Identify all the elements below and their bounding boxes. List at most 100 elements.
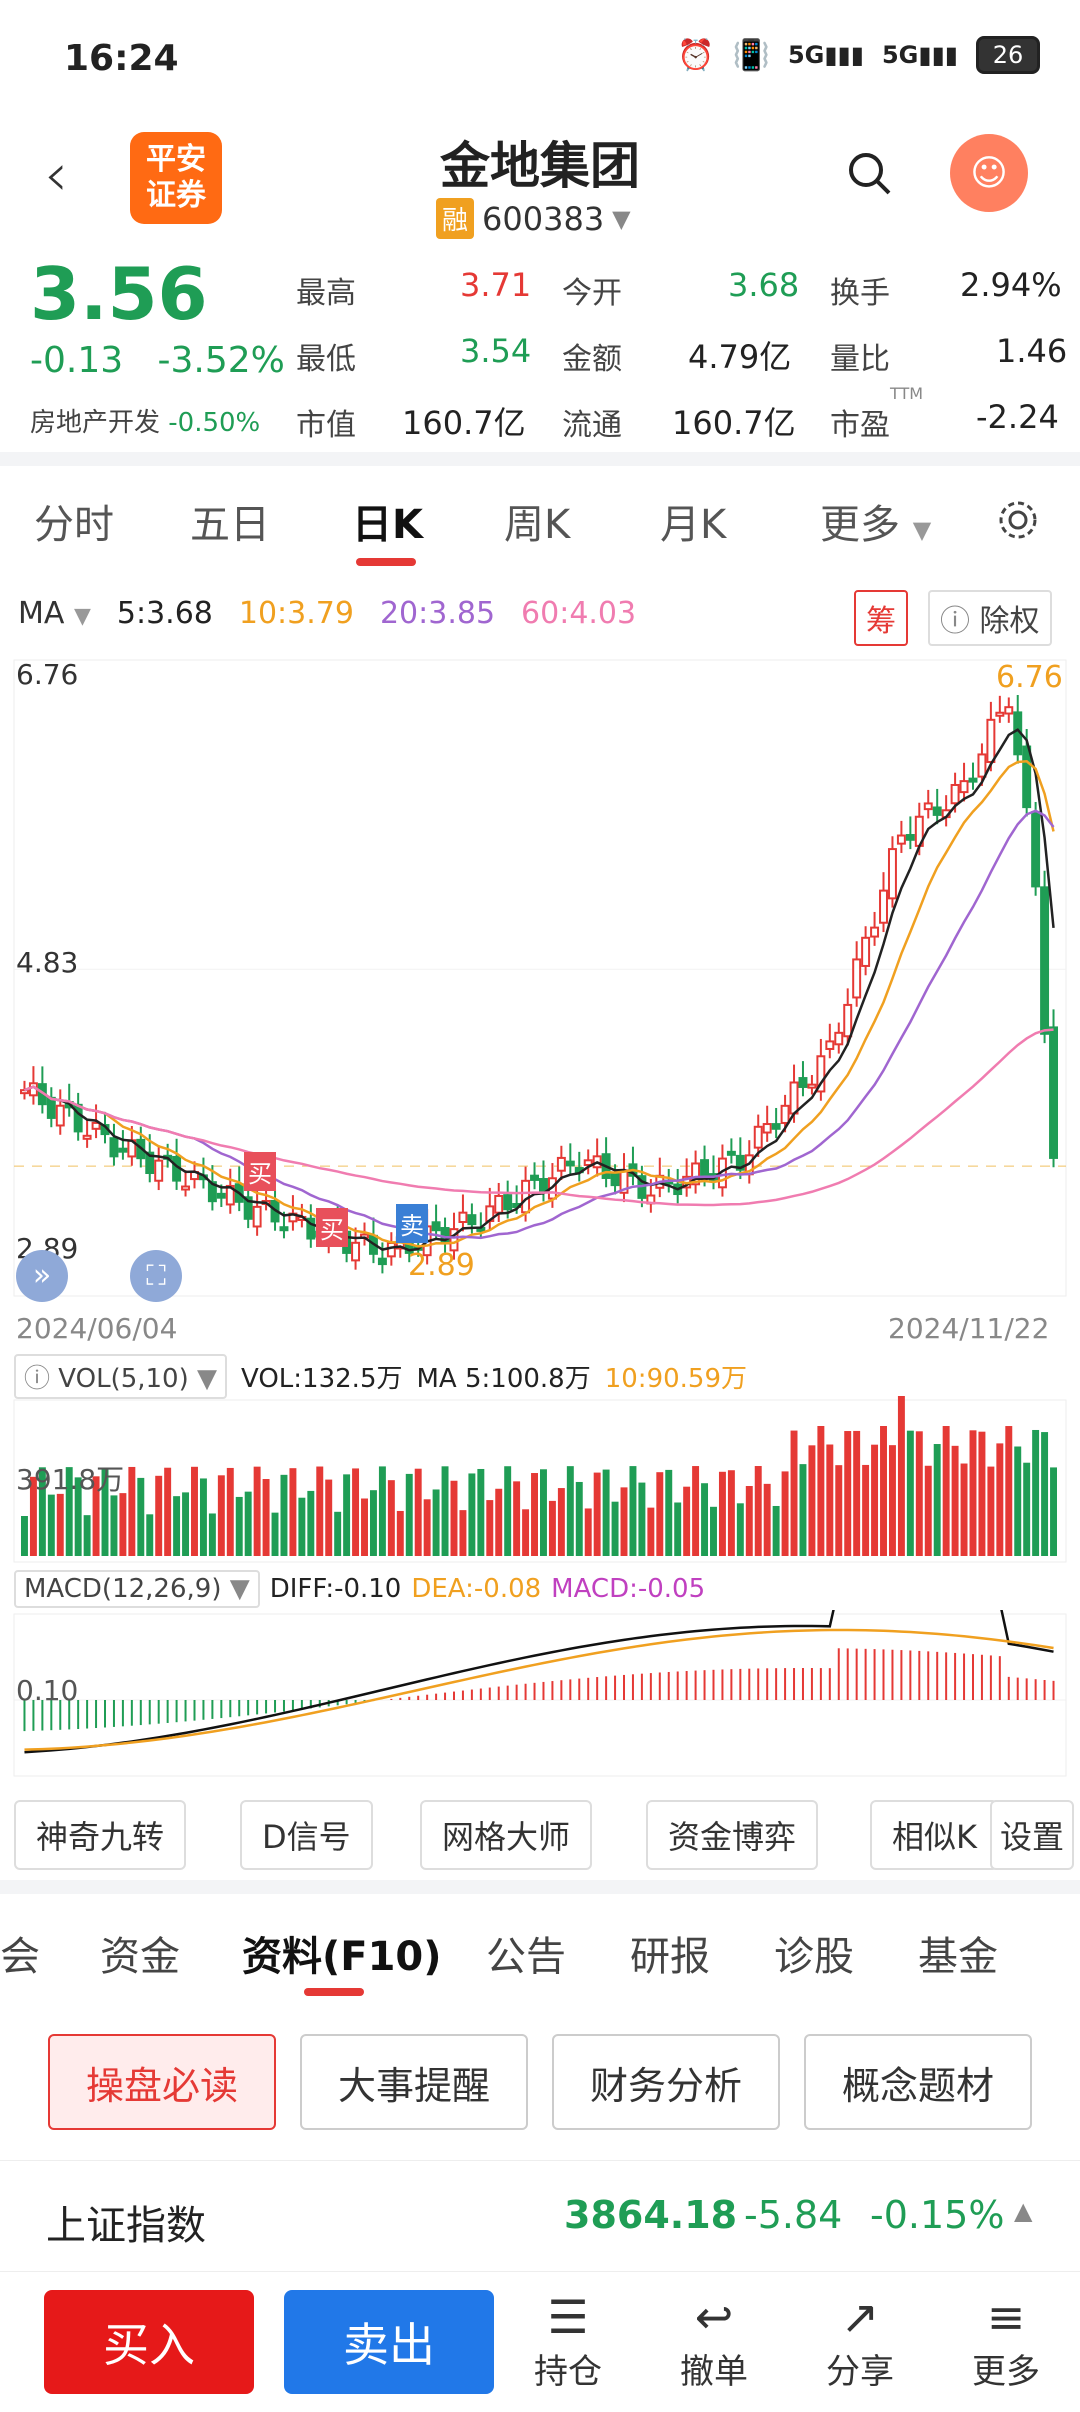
high-value: 3.71 (460, 266, 532, 304)
volume-bar (674, 1502, 682, 1556)
volume-bar (522, 1509, 530, 1556)
volume-bar (352, 1468, 360, 1556)
feature-events[interactable]: 大事提醒 (300, 2034, 528, 2130)
volume-bar (208, 1513, 216, 1556)
volume-bar (1005, 1426, 1013, 1556)
volume-bar (74, 1477, 82, 1556)
feature-concepts[interactable]: 概念题材 (804, 2034, 1032, 2130)
volume-bar (146, 1514, 154, 1556)
volume-bar (298, 1497, 306, 1556)
expand-arrows-icon[interactable]: » (16, 1250, 68, 1302)
tool-fund-game[interactable]: 资金博弈 (646, 1800, 819, 1870)
tool-grid-master[interactable]: 网格大师 (420, 1800, 593, 1870)
candle (565, 1160, 575, 1167)
tool-settings[interactable]: 设置 (990, 1800, 1075, 1870)
volume-bar (575, 1481, 583, 1556)
sell-button[interactable]: 卖出 (284, 2290, 494, 2394)
volume-bar (915, 1431, 923, 1556)
volume-bar (736, 1503, 744, 1556)
volume-bar (540, 1469, 547, 1556)
status-bar: 16:24 ⏰ 📳 5G▮▮▮ 5G▮▮▮ 26 (0, 0, 1080, 120)
document-icon: ☰ (547, 2290, 589, 2344)
tab-more-label: 更多 (820, 502, 900, 548)
feature-financials[interactable]: 财务分析 (552, 2034, 780, 2130)
volume-bar (969, 1430, 977, 1556)
sector-percent: -0.50% (168, 408, 261, 438)
macd-legend: MACD(12,26,9) ▼ DIFF:-0.10 DEA:-0.08 MAC… (14, 1570, 705, 1608)
candle (986, 718, 996, 764)
tab-diagnosis[interactable]: 诊股 (774, 1934, 854, 1980)
logo-line2: 证券 (146, 178, 206, 213)
ma-legend[interactable]: MA ▼ 5:3.68 10:3.79 20:3.85 60:4.03 (18, 596, 636, 631)
volume-bar (468, 1473, 476, 1556)
volume-bar (378, 1466, 386, 1556)
volume-bar (396, 1510, 404, 1556)
tab-research[interactable]: 研报 (630, 1934, 710, 1980)
tab-weekly-k[interactable]: 周K (504, 502, 571, 548)
volume-bar (110, 1495, 118, 1556)
volume-bar (21, 1516, 28, 1556)
feature-must-read[interactable]: 操盘必读 (48, 2034, 276, 2130)
tab-more[interactable]: 更多 ▼ (820, 492, 931, 550)
tool-d-signal[interactable]: D信号 (240, 1800, 373, 1870)
candle (494, 1194, 504, 1214)
tab-announcements[interactable]: 公告 (486, 1934, 566, 1980)
change-value: -0.13 (30, 340, 124, 381)
more-button[interactable]: ≡ 更多 (946, 2290, 1066, 2393)
volume-bar (101, 1467, 109, 1556)
high-label: 最高 (296, 276, 356, 311)
volume-bar (38, 1467, 46, 1556)
candle (583, 1159, 593, 1166)
tab-funds[interactable]: 资金 (100, 1934, 180, 1980)
holdings-button[interactable]: ☰ 持仓 (508, 2290, 628, 2393)
sector-info[interactable]: 房地产开发 -0.50% (30, 402, 260, 439)
tab-daily-k[interactable]: 日K (352, 502, 423, 548)
assistant-avatar[interactable]: ☺ (950, 134, 1028, 212)
tab-f10[interactable]: 资料(F10) (242, 1934, 442, 1980)
end-date: 2024/11/22 (888, 1312, 1050, 1345)
cancel-order-button[interactable]: ↩ 撤单 (654, 2290, 774, 2393)
vol-legend: ⓘ VOL(5,10) ▼ VOL:132.5万 MA 5:100.8万 10:… (14, 1354, 747, 1399)
volume-bar (718, 1471, 726, 1556)
macd-selector[interactable]: MACD(12,26,9) ▼ (14, 1570, 260, 1608)
volume-bar (1032, 1429, 1040, 1556)
volume-bar (593, 1472, 601, 1556)
volume-bar (307, 1490, 315, 1556)
back-icon[interactable]: ‹ (44, 140, 68, 210)
fullscreen-icon[interactable]: ⛶ (130, 1250, 182, 1302)
stock-code-selector[interactable]: 融 600383 ▼ (436, 198, 631, 239)
volume-bar (47, 1494, 55, 1556)
volume-bar (987, 1466, 995, 1556)
index-ticker[interactable]: 上证指数 3864.18 -5.84 -0.15% ▲ (0, 2160, 1080, 2272)
chevron-up-icon[interactable]: ▲ (1014, 2197, 1033, 2225)
tab-monthly-k[interactable]: 月K (660, 502, 727, 548)
candle (843, 1003, 853, 1038)
share-button[interactable]: ↗ 分享 (800, 2290, 920, 2393)
tab-five-day[interactable]: 五日 (190, 502, 270, 548)
volume-bar (1041, 1432, 1049, 1556)
volume-bar (853, 1430, 861, 1556)
vol-selector[interactable]: ⓘ VOL(5,10) ▼ (14, 1354, 228, 1399)
chip-distribution-button[interactable]: 筹 (854, 590, 908, 646)
ex-rights-button[interactable]: ⓘ 除权 (928, 590, 1052, 646)
tab-intraday[interactable]: 分时 (34, 502, 114, 548)
tab-section-0[interactable]: 会 (0, 1934, 40, 1980)
ma60-value: 60:4.03 (521, 596, 637, 631)
buy-button[interactable]: 买入 (44, 2290, 254, 2394)
tool-magic-nine[interactable]: 神奇九转 (14, 1800, 187, 1870)
section-tabs: 会 资金 资料(F10) 公告 研报 诊股 基金 (0, 1902, 1080, 1996)
candle (458, 1211, 468, 1224)
volume-bar (701, 1483, 709, 1556)
candle (73, 1103, 83, 1133)
chart-frame (13, 659, 1067, 1297)
candle (825, 1040, 835, 1050)
search-icon[interactable] (846, 150, 892, 196)
candle (386, 1241, 396, 1258)
sell-signal: 卖 (396, 1204, 428, 1243)
volume-bar (432, 1489, 440, 1556)
kline-chart[interactable] (0, 650, 1080, 1310)
tab-funds-holding[interactable]: 基金 (918, 1934, 998, 1980)
tool-similar-k[interactable]: 相似K (870, 1800, 998, 1870)
volume-bar (495, 1488, 503, 1556)
settings-gear-icon[interactable] (996, 498, 1040, 542)
